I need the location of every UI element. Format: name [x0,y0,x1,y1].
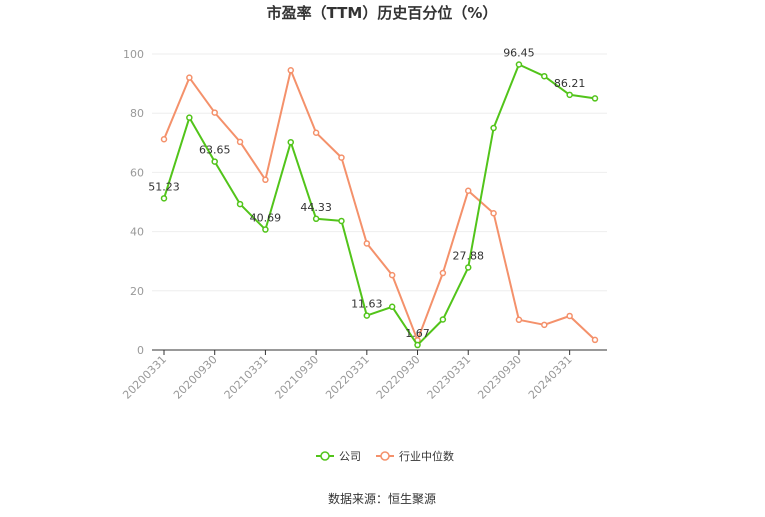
data-labels: 51.23 63.65 40.69 44.33 11.63 1.67 27.88 96.45 8… [148,47,585,341]
series-0-point [490,124,497,132]
data-label: 11.63 [351,298,383,311]
x-tick-label: 20230331 [425,353,474,402]
series-1-point [262,176,269,184]
series-1-point [160,135,168,143]
x-axis: 20200331 20200930 20210331 20210930 20220331… [120,349,607,402]
x-tick-label: 20220331 [323,353,372,402]
series-0-point [363,312,371,319]
series-0-point [464,264,472,271]
series-0-point [312,215,320,223]
series-line-0 [163,63,596,347]
series-0-point [388,303,396,311]
legend-item-0[interactable]: 公司 [316,450,361,463]
series-0-point [515,61,523,68]
y-axis: 0 20 40 60 80 100 [123,48,144,357]
x-tick-label: 20240331 [526,353,575,402]
series-0-point [236,200,244,208]
series-1-point [186,74,193,81]
data-label: 63.65 [199,144,231,157]
series-0-point [338,217,345,225]
series-1-point [566,312,573,320]
grid-lines [152,53,607,292]
y-tick-label: 40 [130,226,144,239]
series-0-point [591,95,599,102]
series-lines [160,61,599,349]
series-1-point [338,154,345,161]
data-label: 40.69 [250,212,282,225]
y-tick-label: 0 [137,344,144,357]
series-1-point [591,336,599,344]
series-0-point [186,114,193,121]
legend-label: 行业中位数 [399,449,454,463]
series-0-point [439,316,447,323]
legend-swatch-marker [380,451,390,461]
series-1-point [541,321,548,329]
legend-label: 公司 [339,450,361,463]
series-line-1 [163,69,596,342]
series-1-point [287,67,295,74]
x-tick-label: 20210930 [272,353,321,402]
series-0-point [414,341,421,349]
y-tick-label: 80 [130,107,144,120]
series-1-point [439,269,447,277]
series-0-point [287,138,295,146]
data-label: 96.45 [503,47,535,60]
series-0-point [262,226,269,233]
y-tick-label: 20 [130,285,144,298]
y-tick-label: 60 [130,166,144,179]
data-label: 27.88 [452,249,484,262]
data-label: 44.33 [300,201,332,214]
series-0-point [566,91,573,99]
data-label: 51.23 [148,180,180,193]
x-tick-label: 20210331 [222,353,271,402]
series-1-point [388,271,396,279]
series-0-point [541,72,548,80]
legend-swatch-marker [320,451,330,461]
series-1-point [490,209,497,217]
data-label: 86.21 [554,77,586,90]
x-tick-label: 20220930 [374,353,423,402]
series-0-point [160,195,168,202]
y-tick-label: 100 [123,48,144,61]
chart-title: 市盈率（TTM）历史百分位（%） [267,4,498,22]
series-1-point [363,240,371,247]
data-label: 1.67 [405,327,430,340]
x-tick-label: 20230930 [475,353,524,402]
source-note: 数据来源：恒生聚源 [328,491,436,506]
series-1-point [236,138,244,146]
series-1-point [211,109,218,116]
legend: 公司 行业中位数 [316,449,454,463]
x-tick-label: 20200331 [120,353,169,402]
series-0-point [211,158,218,165]
x-tick-label: 20200930 [171,353,220,402]
legend-item-1[interactable]: 行业中位数 [376,449,454,463]
series-1-point [312,129,320,136]
series-1-point [515,316,523,324]
series-1-point [464,187,472,195]
